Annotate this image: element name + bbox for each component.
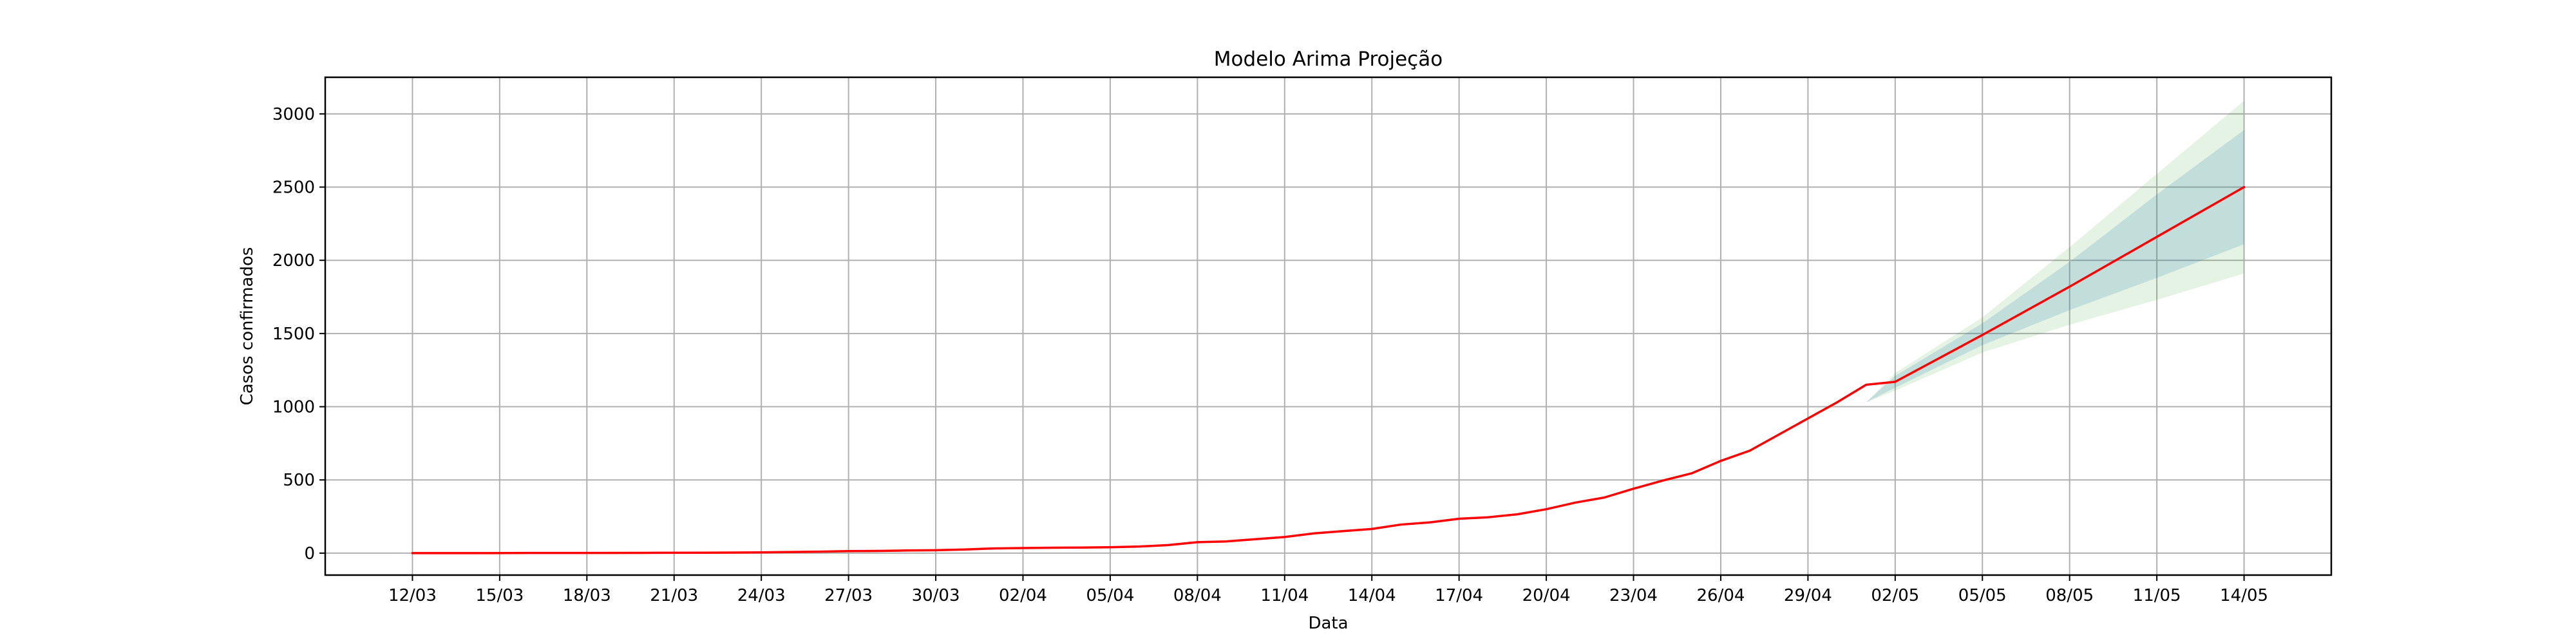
chart-title: Modelo Arima Projeção <box>1214 48 1443 71</box>
series-line-1 <box>411 185 2246 554</box>
x-tick-label: 11/05 <box>2133 586 2181 605</box>
x-tick-label: 05/04 <box>1086 586 1134 605</box>
y-axis-title: Casos confirmados <box>238 247 257 406</box>
x-tick-label: 08/05 <box>2045 586 2094 605</box>
plot-frame <box>324 76 2333 576</box>
y-tick-label: 3000 <box>272 105 315 124</box>
x-tick-label: 12/03 <box>388 586 437 605</box>
y-tick-label: 1500 <box>272 325 315 344</box>
x-tick-label: 30/03 <box>912 586 960 605</box>
confidence-band-2 <box>1866 129 2244 402</box>
x-tick-label: 15/03 <box>475 586 524 605</box>
x-tick-label: 23/04 <box>1609 586 1658 605</box>
x-tick-label: 02/05 <box>1871 586 1919 605</box>
x-axis-title: Data <box>1308 614 1348 633</box>
x-tick-label: 14/05 <box>2220 586 2268 605</box>
x-tick-label: 18/03 <box>563 586 611 605</box>
x-tick-label: 02/04 <box>999 586 1047 605</box>
y-tick-label: 1000 <box>272 398 315 417</box>
y-tick-label: 2000 <box>272 251 315 270</box>
x-tick-label: 24/03 <box>737 586 786 605</box>
x-tick-label: 05/05 <box>1958 586 2007 605</box>
x-tick-label: 08/04 <box>1173 586 1222 605</box>
confidence-bands <box>1866 100 2244 402</box>
confidence-band-1 <box>1866 100 2244 402</box>
y-tick-label: 500 <box>283 471 315 490</box>
grid <box>325 77 2331 575</box>
y-tick-label: 2500 <box>272 178 315 198</box>
series-lines <box>411 185 2246 554</box>
x-tick-label: 29/04 <box>1784 586 1832 605</box>
x-tick-label: 27/03 <box>824 586 873 605</box>
x-tick-label: 14/04 <box>1348 586 1396 605</box>
axis-ticks: 12/03 15/03 18/03 21/03 24/03 27/03 30/03 02/04… <box>272 105 2268 605</box>
x-tick-label: 26/04 <box>1696 586 1745 605</box>
x-tick-label: 17/04 <box>1435 586 1483 605</box>
x-tick-label: 11/04 <box>1260 586 1309 605</box>
y-tick-label: 0 <box>304 544 315 564</box>
x-tick-label: 21/03 <box>650 586 698 605</box>
x-tick-label: 20/04 <box>1522 586 1571 605</box>
